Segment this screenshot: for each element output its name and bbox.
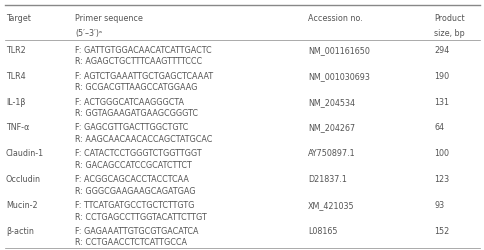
Text: XM_421035: XM_421035 xyxy=(307,200,354,209)
Text: R: AGAGCTGCTTTCAAGTTTTCCC: R: AGAGCTGCTTTCAAGTTTTCCC xyxy=(75,57,202,66)
Text: F: ACGGCAGCACCTACCTCAA: F: ACGGCAGCACCTACCTCAA xyxy=(75,174,189,184)
Text: Occludin: Occludin xyxy=(6,174,41,184)
Text: NM_204267: NM_204267 xyxy=(307,123,354,132)
Text: size, bp: size, bp xyxy=(433,29,464,38)
Text: R: CCTGAGCCTTGGTACATTCTTGT: R: CCTGAGCCTTGGTACATTCTTGT xyxy=(75,212,207,221)
Text: 93: 93 xyxy=(433,200,443,209)
Text: 64: 64 xyxy=(433,123,443,132)
Text: Accession no.: Accession no. xyxy=(307,14,362,23)
Text: L08165: L08165 xyxy=(307,226,337,235)
Text: Primer sequence: Primer sequence xyxy=(75,14,143,23)
Text: R: AAGCAACAACACCAGCTATGCAC: R: AAGCAACAACACCAGCTATGCAC xyxy=(75,134,212,143)
Text: Product: Product xyxy=(433,14,464,23)
Text: 131: 131 xyxy=(433,97,448,106)
Text: Claudin-1: Claudin-1 xyxy=(6,149,44,158)
Text: (5′–3′)ᵃ: (5′–3′)ᵃ xyxy=(75,29,102,38)
Text: TNF-α: TNF-α xyxy=(6,123,29,132)
Text: F: CATACTCCTGGGTCTGGTTGGT: F: CATACTCCTGGGTCTGGTTGGT xyxy=(75,149,201,158)
Text: R: GGTAGAAGATGAAGCGGGTC: R: GGTAGAAGATGAAGCGGGTC xyxy=(75,109,198,118)
Text: 100: 100 xyxy=(433,149,448,158)
Text: 190: 190 xyxy=(433,72,448,80)
Text: NM_001030693: NM_001030693 xyxy=(307,72,369,80)
Text: TLR4: TLR4 xyxy=(6,72,25,80)
Text: R: GCGACGTTAAGCCATGGAAG: R: GCGACGTTAAGCCATGGAAG xyxy=(75,83,197,92)
Text: D21837.1: D21837.1 xyxy=(307,174,346,184)
Text: 152: 152 xyxy=(433,226,448,235)
Text: F: GAGAAATTGTGCGTGACATCA: F: GAGAAATTGTGCGTGACATCA xyxy=(75,226,198,235)
Text: 294: 294 xyxy=(433,46,448,55)
Text: NM_204534: NM_204534 xyxy=(307,97,354,106)
Text: F: TTCATGATGCCTGCTCTTGTG: F: TTCATGATGCCTGCTCTTGTG xyxy=(75,200,194,209)
Text: NM_001161650: NM_001161650 xyxy=(307,46,369,55)
Text: β-actin: β-actin xyxy=(6,226,33,235)
Text: 123: 123 xyxy=(433,174,448,184)
Text: R: GGGCGAAGAAGCAGATGAG: R: GGGCGAAGAAGCAGATGAG xyxy=(75,186,195,195)
Text: R: GACAGCCATCCGCATCTTCT: R: GACAGCCATCCGCATCTTCT xyxy=(75,160,192,169)
Text: F: GATTGTGGACAACATCATTGACTC: F: GATTGTGGACAACATCATTGACTC xyxy=(75,46,212,55)
Text: F: ACTGGGCATCAAGGGCTA: F: ACTGGGCATCAAGGGCTA xyxy=(75,97,184,106)
Text: IL-1β: IL-1β xyxy=(6,97,25,106)
Text: TLR2: TLR2 xyxy=(6,46,26,55)
Text: Target: Target xyxy=(6,14,30,23)
Text: F: GAGCGTTGACTTGGCTGTC: F: GAGCGTTGACTTGGCTGTC xyxy=(75,123,188,132)
Text: F: AGTCTGAAATTGCTGAGCTCAAAT: F: AGTCTGAAATTGCTGAGCTCAAAT xyxy=(75,72,213,80)
Text: Mucin-2: Mucin-2 xyxy=(6,200,37,209)
Text: AY750897.1: AY750897.1 xyxy=(307,149,355,158)
Text: R: CCTGAACCTCTCATTGCCA: R: CCTGAACCTCTCATTGCCA xyxy=(75,238,187,246)
